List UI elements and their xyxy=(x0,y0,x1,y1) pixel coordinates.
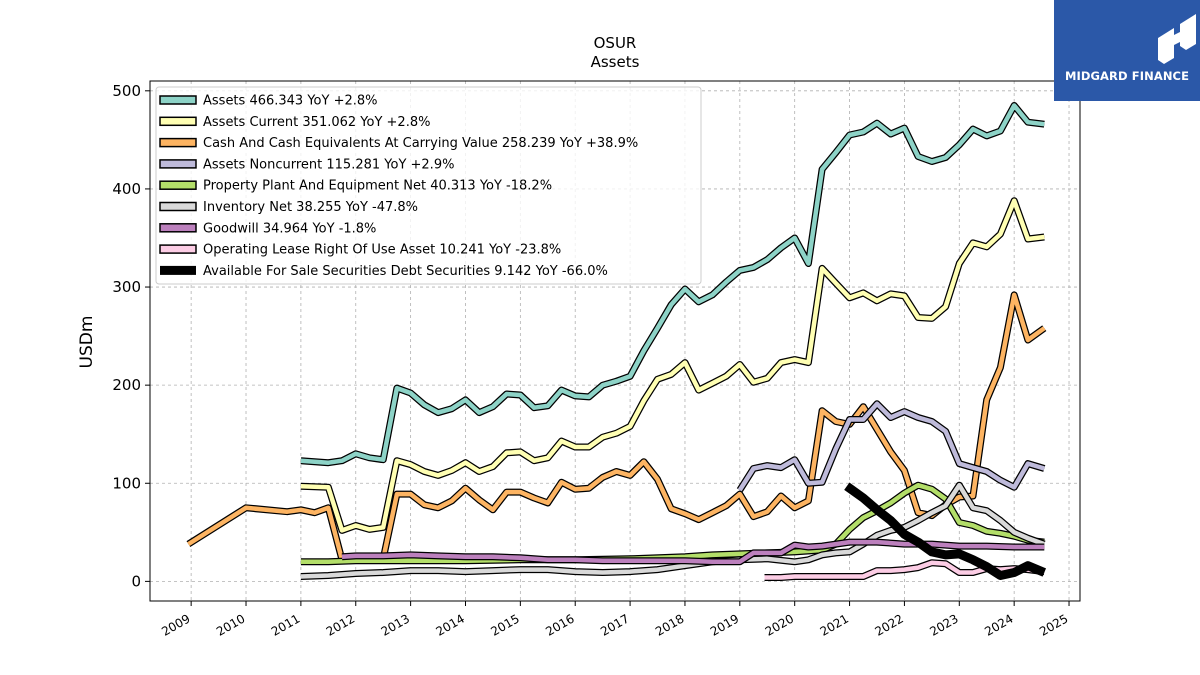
legend-label: Assets 466.343 YoY +2.8% xyxy=(203,94,378,109)
logo-text: MIDGARD FINANCE xyxy=(1064,69,1190,83)
legend-swatch xyxy=(159,244,197,254)
series-path xyxy=(764,560,1045,580)
legend-swatch xyxy=(159,137,197,148)
legend-label: Operating Lease Right Of Use Asset 10.24… xyxy=(203,243,561,258)
y-tick-label: 500 xyxy=(112,82,141,100)
legend-box xyxy=(155,86,702,285)
x-tick-label: 2016 xyxy=(543,611,576,638)
series-path xyxy=(341,539,1045,565)
y-tick-label: 400 xyxy=(112,180,141,198)
x-tick-label: 2024 xyxy=(982,611,1015,638)
y-tick-label: 100 xyxy=(112,474,141,492)
series-path xyxy=(300,103,1045,465)
chart-subtitle: Assets xyxy=(591,53,640,71)
legend-label: Available For Sale Securities Debt Secur… xyxy=(203,264,608,279)
x-tick-label: 2021 xyxy=(818,611,851,638)
legend-swatch xyxy=(159,95,197,105)
legend-swatch xyxy=(159,201,197,212)
series-lines xyxy=(186,102,1047,581)
series-line xyxy=(764,559,1045,581)
x-tick-label: 2010 xyxy=(214,611,247,638)
x-tick-label: 2023 xyxy=(927,611,960,638)
legend-entry: Cash And Cash Equivalents At Carrying Va… xyxy=(159,136,638,151)
legend-label: Cash And Cash Equivalents At Carrying Va… xyxy=(203,136,638,151)
legend-entry: Assets 466.343 YoY +2.8% xyxy=(159,94,378,109)
series-line xyxy=(341,538,1045,566)
legend-entry: Goodwill 34.964 YoY -1.8% xyxy=(159,221,376,236)
y-tick-label: 200 xyxy=(112,376,141,394)
legend-entry: Inventory Net 38.255 YoY -47.8% xyxy=(159,200,418,215)
legend-entry: Available For Sale Securities Debt Secur… xyxy=(160,264,608,279)
x-tick-label: 2020 xyxy=(763,611,796,638)
legend: Assets 466.343 YoY +2.8% Assets Current 3… xyxy=(155,86,702,285)
legend-entry: Property Plant And Equipment Net 40.313 … xyxy=(159,179,552,194)
series-path xyxy=(300,198,1045,533)
midgard-finance-logo: MIDGARD FINANCE xyxy=(1054,0,1200,101)
series-path xyxy=(300,482,1046,579)
legend-label: Assets Noncurrent 115.281 YoY +2.9% xyxy=(203,157,454,172)
legend-swatch xyxy=(159,180,197,190)
midgard-logo-icon xyxy=(1158,14,1196,64)
legend-entry: Operating Lease Right Of Use Asset 10.24… xyxy=(159,243,561,258)
y-tick-label: 0 xyxy=(131,572,141,590)
legend-label: Property Plant And Equipment Net 40.313 … xyxy=(203,179,552,194)
series-line xyxy=(844,482,1047,580)
legend-entry: Assets Noncurrent 115.281 YoY +2.9% xyxy=(159,157,454,172)
plot-frame xyxy=(149,80,1081,602)
legend-swatch xyxy=(159,116,197,127)
series-line xyxy=(300,197,1045,534)
x-tick-label: 2022 xyxy=(872,611,905,638)
legend-swatch xyxy=(159,159,197,169)
series-line xyxy=(736,400,1046,492)
series-path xyxy=(737,401,1045,492)
y-tick-label: 300 xyxy=(112,278,141,296)
legend-swatch xyxy=(159,223,197,233)
x-tick-label: 2012 xyxy=(324,611,357,638)
legend-label: Assets Current 351.062 YoY +2.8% xyxy=(203,115,430,130)
legend-label: Goodwill 34.964 YoY -1.8% xyxy=(203,221,376,236)
x-tick-label: 2025 xyxy=(1037,611,1070,638)
series-line xyxy=(300,102,1045,467)
legend-label: Inventory Net 38.255 YoY -47.8% xyxy=(203,200,418,215)
x-tick-label: 2013 xyxy=(379,611,412,638)
x-tick-label: 2015 xyxy=(488,611,521,638)
series-line xyxy=(300,481,1046,580)
x-tick-label: 2009 xyxy=(159,611,192,638)
x-tick-label: 2011 xyxy=(269,611,302,638)
chart-title: OSUR xyxy=(594,34,637,52)
x-tick-label: 2017 xyxy=(598,611,631,638)
x-tick-label: 2018 xyxy=(653,611,686,638)
legend-entry: Assets Current 351.062 YoY +2.8% xyxy=(159,115,430,130)
x-tick-label: 2014 xyxy=(434,611,467,638)
legend-swatch xyxy=(160,265,196,275)
series-path xyxy=(844,482,1047,580)
y-axis-label: USDm xyxy=(77,316,97,369)
x-tick-label: 2019 xyxy=(708,611,741,638)
